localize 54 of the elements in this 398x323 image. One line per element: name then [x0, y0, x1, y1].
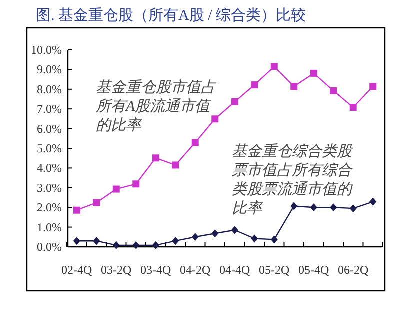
point	[310, 70, 318, 77]
y-tick-label: 1.0%	[37, 220, 62, 234]
point	[172, 237, 180, 246]
y-tick-label: 10.0%	[31, 43, 62, 57]
point	[112, 186, 120, 193]
y-tick-label: 8.0%	[37, 82, 62, 96]
chart-title: 图. 基金重仓股（所有A股 / 综合类）比较	[36, 7, 306, 24]
x-tick-label: 04-2Q	[180, 263, 212, 277]
point	[270, 236, 278, 244]
y-tick-label: 6.0%	[37, 122, 62, 136]
x-tick-label: 02-4Q	[62, 263, 93, 277]
point	[290, 202, 298, 210]
series-label: 基金重仓综合类股票市值占所有综合类股票流通市值的比率	[232, 143, 354, 217]
point	[73, 206, 80, 214]
point	[231, 226, 238, 234]
point	[330, 204, 338, 212]
point	[330, 87, 338, 94]
point	[231, 98, 238, 106]
point	[251, 234, 258, 243]
point	[93, 237, 100, 246]
point	[370, 198, 377, 206]
y-tick-label: 2.0%	[37, 200, 62, 215]
point	[212, 116, 219, 123]
y-tick-label: 5.0%	[37, 142, 62, 156]
point	[73, 237, 80, 246]
point	[192, 233, 199, 242]
x-tick-label: 06-2Q	[338, 263, 370, 277]
point	[152, 241, 160, 250]
point	[310, 204, 318, 212]
point	[93, 199, 100, 206]
y-tick-label: 9.0%	[37, 62, 62, 77]
point	[350, 204, 357, 213]
point	[290, 83, 298, 90]
y-tick-label: 4.0%	[37, 161, 62, 176]
y-tick-label: 0.0%	[37, 240, 62, 254]
series-label: 基金重仓股市值占所有A股流通市值的比率	[96, 79, 217, 134]
point	[350, 104, 357, 112]
point	[270, 63, 278, 70]
x-tick-label: 03-4Q	[140, 263, 172, 277]
x-tick-label: 05-4Q	[298, 263, 330, 277]
x-tick-label: 05-2Q	[259, 263, 290, 277]
point	[172, 162, 180, 169]
point	[152, 154, 160, 162]
x-tick-label: 03-2Q	[101, 263, 132, 277]
point	[132, 241, 140, 250]
point	[370, 83, 377, 90]
y-tick-label: 7.0%	[37, 102, 62, 116]
point	[192, 139, 199, 146]
point	[251, 82, 258, 89]
y-tick-label: 3.0%	[37, 180, 62, 195]
point	[132, 180, 140, 188]
x-tick-label: 04-4Q	[220, 263, 251, 277]
point	[112, 241, 120, 250]
point	[212, 230, 219, 238]
